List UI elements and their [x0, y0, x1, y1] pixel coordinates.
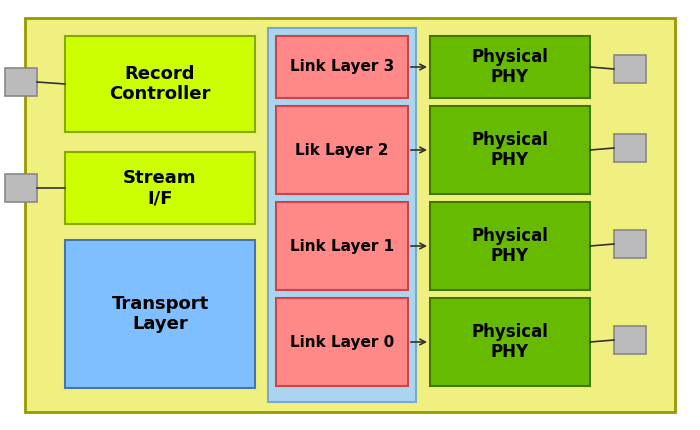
Text: Physical
PHY: Physical PHY [472, 48, 548, 86]
Text: Transport
Layer: Transport Layer [111, 295, 209, 333]
Text: Link Layer 3: Link Layer 3 [290, 59, 394, 74]
Text: Link Layer 1: Link Layer 1 [290, 239, 394, 254]
Text: Physical
PHY: Physical PHY [472, 227, 548, 265]
Bar [430, 298, 590, 386]
Bar [5, 174, 37, 202]
Bar [614, 55, 646, 83]
Bar [276, 106, 408, 194]
Bar [268, 28, 416, 402]
Bar [430, 202, 590, 290]
Bar [430, 36, 590, 98]
Bar [65, 240, 255, 388]
Bar [276, 36, 408, 98]
Bar [65, 36, 255, 132]
Text: Record
Controller: Record Controller [109, 64, 211, 103]
Bar [276, 298, 408, 386]
Text: Stream
I/F: Stream I/F [123, 169, 197, 207]
Bar [614, 326, 646, 354]
Bar [430, 106, 590, 194]
Text: Physical
PHY: Physical PHY [472, 131, 548, 169]
Bar [276, 202, 408, 290]
Bar [65, 152, 255, 224]
Text: Physical
PHY: Physical PHY [472, 322, 548, 361]
Text: Link Layer 0: Link Layer 0 [290, 335, 394, 350]
Bar [614, 230, 646, 258]
Text: Lik Layer 2: Lik Layer 2 [295, 142, 388, 157]
Bar [614, 134, 646, 162]
Bar [5, 68, 37, 96]
